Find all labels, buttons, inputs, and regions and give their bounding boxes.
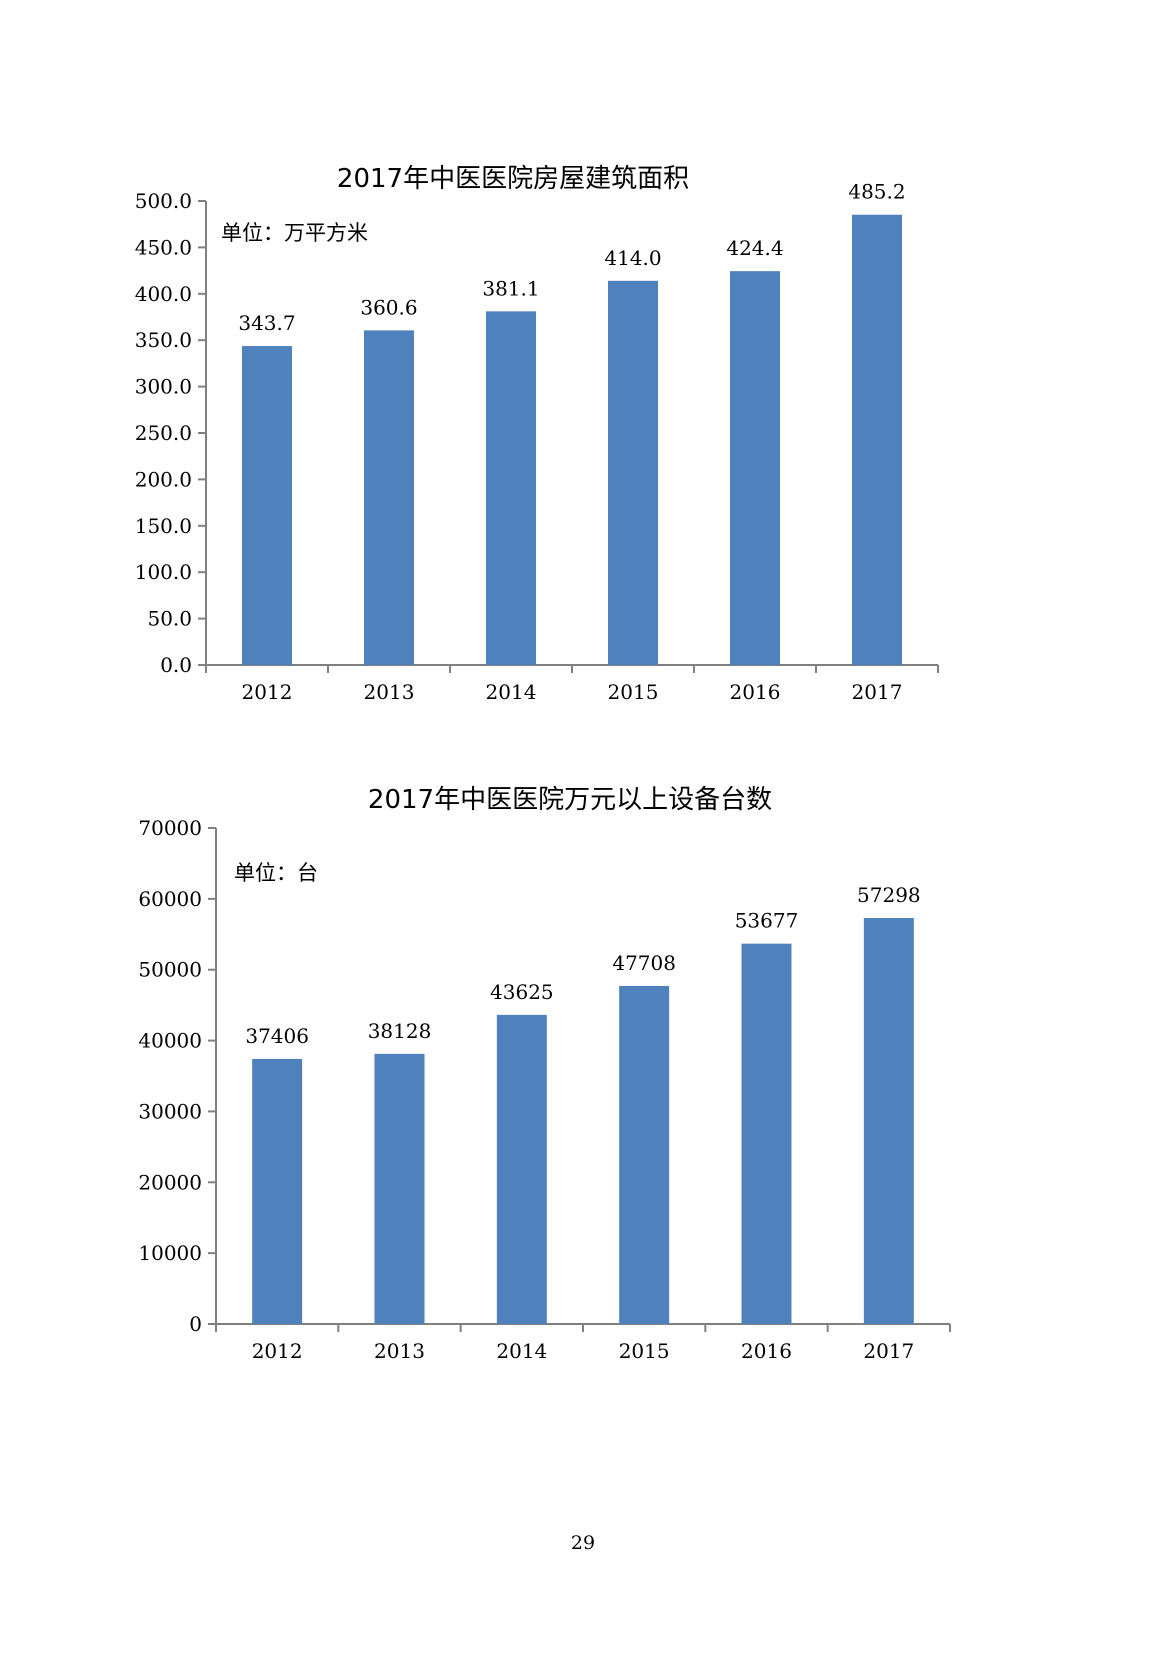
chart1-y-tick-label: 50.0 — [147, 607, 192, 631]
chart1-data-label-2013: 360.6 — [360, 295, 417, 319]
chart-equipment-count: 2017年中医医院万元以上设备台数单位：台 0 10000 20000 30000 400… — [0, 785, 1166, 1435]
chart1-category-label-2017: 2017 — [852, 680, 903, 704]
chart2-data-label-2014: 43625 — [490, 980, 554, 1004]
chart2-y-tick-label: 50000 — [138, 958, 202, 982]
chart1-bar-2017 — [852, 214, 902, 665]
chart1-data-label-2015: 414.0 — [604, 246, 661, 270]
chart1-unit-label: 单位：万平方米 — [221, 221, 368, 245]
page-number: 29 — [570, 1532, 596, 1554]
chart2-data-label-2016: 53677 — [735, 909, 799, 933]
chart2-data-label-2015: 47708 — [612, 951, 676, 975]
chart2-y-tick-label: 40000 — [138, 1029, 202, 1053]
chart2-data-label-2012: 37406 — [245, 1024, 309, 1048]
chart1-category-label-2014: 2014 — [486, 680, 537, 704]
chart1-category-label-2016: 2016 — [730, 680, 781, 704]
chart1-bar-2013 — [364, 330, 414, 665]
chart2-y-tick-label: 0 — [189, 1312, 202, 1336]
chart1-y-tick-label: 400.0 — [135, 282, 192, 306]
chart1-y-tick-label: 350.0 — [135, 328, 192, 352]
chart2-unit-label: 单位：台 — [234, 861, 318, 885]
chart2-bar-2013 — [374, 1053, 425, 1324]
chart1-y-tick-label: 150.0 — [135, 514, 192, 538]
chart1-title: 2017年中医医院房屋建筑面积 — [337, 164, 689, 194]
chart2-data-label-2013: 38128 — [368, 1019, 432, 1043]
chart1-data-label-2016: 424.4 — [726, 236, 783, 260]
chart2-bar-2012 — [252, 1058, 303, 1324]
chart1-data-label-2017: 485.2 — [848, 180, 905, 204]
chart1-y-tick-label: 250.0 — [135, 421, 192, 445]
chart1-data-label-2014: 381.1 — [482, 276, 539, 300]
chart2-data-label-2017: 57298 — [857, 883, 921, 907]
chart2-category-label-2016: 2016 — [741, 1339, 792, 1363]
chart1-y-tick-label: 100.0 — [135, 560, 192, 584]
chart2-y-tick-label: 30000 — [138, 1099, 202, 1123]
chart1-bar-2015 — [608, 280, 658, 665]
chart1-y-tick-label: 450.0 — [135, 235, 192, 259]
chart2-bar-2017 — [863, 918, 914, 1324]
chart1-data-label-2012: 343.7 — [238, 311, 295, 335]
chart2-bar-2016 — [741, 943, 792, 1324]
chart2-bar-2015 — [619, 985, 670, 1324]
chart2-category-label-2013: 2013 — [374, 1339, 425, 1363]
chart2-title: 2017年中医医院万元以上设备台数 — [368, 785, 772, 815]
chart1-category-label-2013: 2013 — [364, 680, 415, 704]
chart1-y-tick-label: 200.0 — [135, 467, 192, 491]
chart2-y-tick-label: 70000 — [138, 816, 202, 840]
chart2-bar-2014 — [496, 1014, 547, 1324]
chart1-category-label-2015: 2015 — [608, 680, 659, 704]
chart1-bar-2016 — [730, 271, 780, 665]
chart1-bar-2014 — [486, 311, 536, 665]
chart2-category-label-2014: 2014 — [496, 1339, 547, 1363]
chart1-y-tick-label: 300.0 — [135, 375, 192, 399]
chart1-category-label-2012: 2012 — [242, 680, 293, 704]
chart2-y-tick-label: 60000 — [138, 887, 202, 911]
chart2-category-label-2012: 2012 — [252, 1339, 303, 1363]
chart1-y-tick-label: 0.0 — [160, 653, 192, 677]
chart2-y-tick-label: 20000 — [138, 1170, 202, 1194]
chart1-y-tick-label: 500.0 — [135, 189, 192, 213]
chart2-y-tick-label: 10000 — [138, 1241, 202, 1265]
chart1-bar-2012 — [242, 346, 292, 665]
chart2-category-label-2015: 2015 — [619, 1339, 670, 1363]
chart-floor-area: 2017年中医医院房屋建筑面积单位：万平方米 0.0 50.0 100.0 150.0 2… — [0, 150, 1166, 750]
chart2-category-label-2017: 2017 — [863, 1339, 914, 1363]
